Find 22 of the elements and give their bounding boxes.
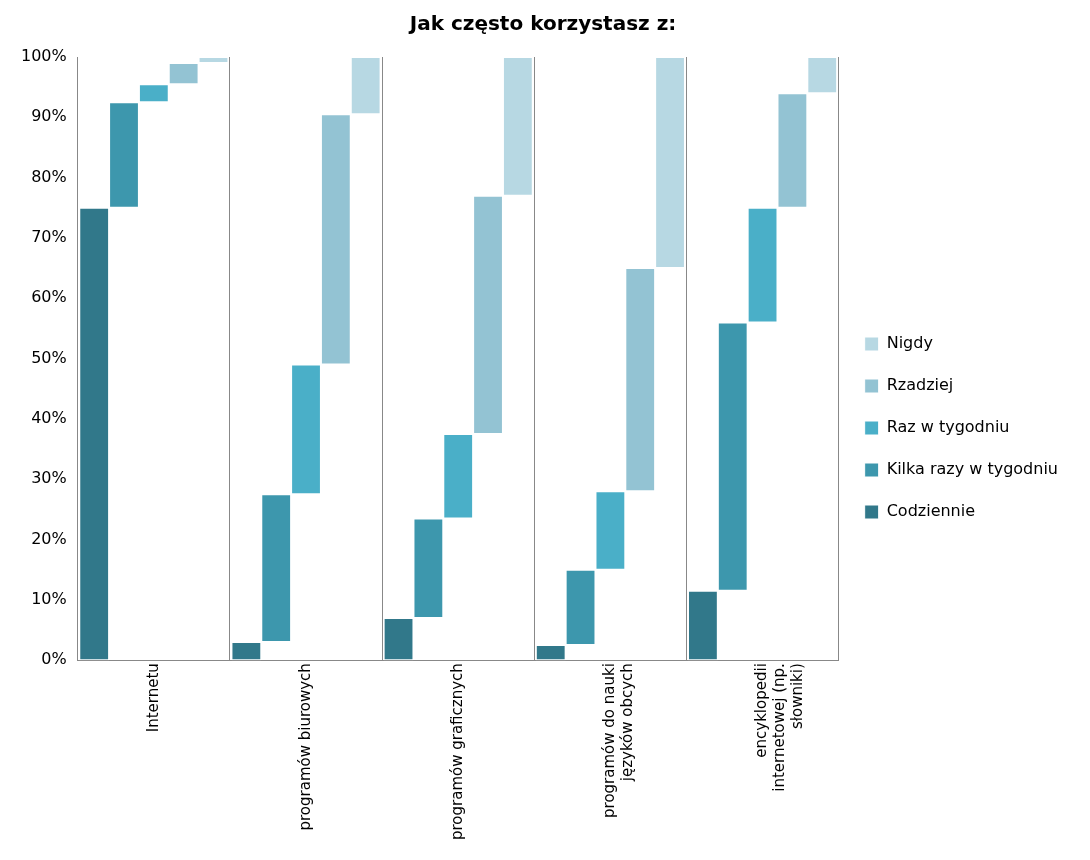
y-tick-label: 20% <box>31 528 67 548</box>
legend-label: Kilka razy w tygodniu <box>886 459 1059 479</box>
y-tick-label: 80% <box>31 166 67 186</box>
x-tick-label: encyklopedii internetowej (np. słowniki) <box>752 663 807 792</box>
y-tick-label: 70% <box>31 227 67 247</box>
legend-label: Raz w tygodniu <box>886 417 1010 437</box>
x-tick-label: programów graficznych <box>448 663 467 841</box>
x-tick-label: programów do nauki języków obcych <box>600 663 637 818</box>
legend-label: Rzadziej <box>886 375 954 395</box>
x-tick-label: Internetu <box>143 663 162 733</box>
y-tick-label: 60% <box>31 287 67 307</box>
x-tick-label: programów biurowych <box>295 663 314 831</box>
chart-title: Jak często korzystasz z: <box>407 11 677 36</box>
y-tick-label: 40% <box>31 408 67 428</box>
y-tick-label: 10% <box>31 589 67 609</box>
y-tick-label: 50% <box>31 347 67 367</box>
y-tick-label: 100% <box>20 46 67 66</box>
y-tick-label: 30% <box>31 468 67 488</box>
y-tick-label: 90% <box>31 106 67 126</box>
legend-label: Nigdy <box>886 333 933 353</box>
y-tick-label: 0% <box>41 649 67 669</box>
legend-label: Codziennie <box>886 501 976 521</box>
